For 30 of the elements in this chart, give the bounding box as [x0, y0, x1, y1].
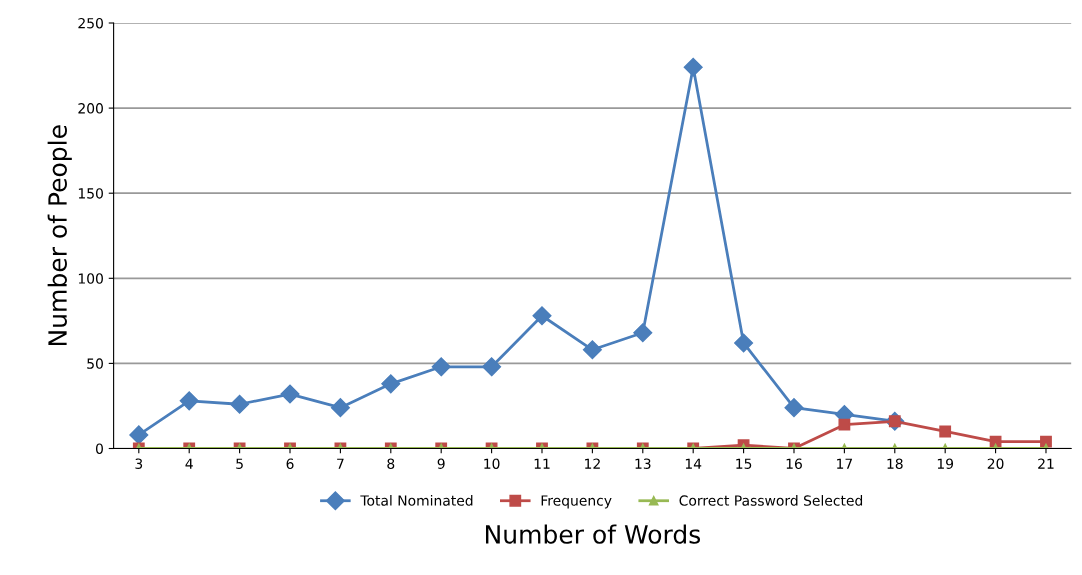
- x-tick-label: 17: [837, 458, 853, 469]
- y-tick-label: 200: [78, 103, 103, 114]
- x-tick-label: 21: [1038, 458, 1054, 469]
- y-tick-label: 0: [95, 443, 103, 454]
- x-tick-label: 4: [185, 458, 193, 469]
- x-tick-label: 13: [635, 458, 651, 469]
- y-tick-label: 50: [87, 358, 103, 369]
- x-tick-label: 5: [236, 458, 243, 469]
- x-tick-label: 10: [484, 458, 500, 469]
- legend-label: Frequency: [541, 495, 612, 509]
- x-tick-label: 9: [437, 458, 445, 469]
- x-tick-label: 6: [286, 458, 294, 469]
- y-axis-title: Number of People: [47, 125, 72, 346]
- x-tick-label: 11: [534, 458, 550, 469]
- y-tick-label: 250: [78, 17, 103, 29]
- y-tick-label: 100: [78, 273, 103, 284]
- legend-label: Correct Password Selected: [679, 495, 863, 506]
- x-axis-title: Number of Words: [486, 524, 701, 544]
- x-tick-label: 15: [736, 458, 752, 469]
- x-tick-label: 3: [135, 458, 143, 469]
- legend-label: Total Nominated: [360, 495, 473, 506]
- x-tick-label: 14: [685, 458, 702, 469]
- x-tick-label: 7: [337, 458, 344, 469]
- x-tick-label: 20: [987, 458, 1004, 469]
- x-tick-label: 16: [786, 458, 802, 469]
- y-tick-label: 150: [78, 188, 103, 199]
- x-tick-label: 19: [937, 458, 954, 469]
- x-tick-label: 8: [387, 458, 395, 469]
- x-tick-label: 12: [585, 458, 600, 469]
- x-tick-label: 18: [887, 458, 903, 469]
